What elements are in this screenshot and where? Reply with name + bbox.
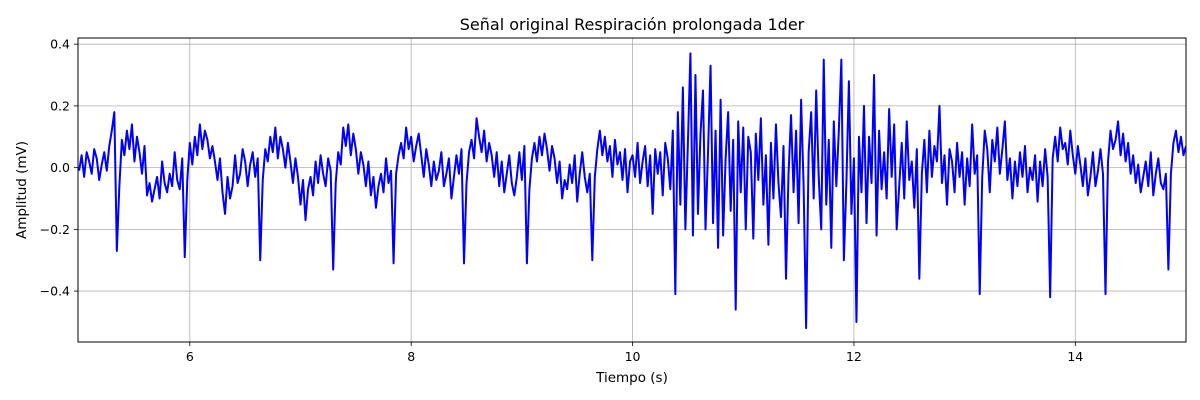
series-layer (78, 52, 1186, 330)
y-axis-label: Amplitud (mV) (14, 141, 30, 239)
grid (78, 38, 1186, 342)
series-line-0 (78, 52, 1186, 330)
x-tick-label: 10 (625, 349, 641, 364)
x-tick-label: 12 (846, 349, 862, 364)
y-tick-label: 0.4 (50, 37, 70, 52)
axis-ticks: 6 8 10 12 14 −0.4 −0.2 0.0 0.2 0.4 (40, 37, 1084, 364)
x-tick-label: 6 (186, 349, 194, 364)
x-tick-label: 8 (407, 349, 415, 364)
chart-title: Señal original Respiración prolongada 1d… (460, 15, 805, 34)
y-tick-label: 0.0 (50, 160, 70, 175)
x-axis-label: Tiempo (s) (595, 370, 668, 386)
x-tick-label: 14 (1067, 349, 1083, 364)
y-tick-label: 0.2 (50, 98, 70, 113)
plot-frame (77, 37, 1187, 343)
y-tick-label: −0.4 (40, 284, 70, 299)
y-tick-label: −0.2 (40, 222, 70, 237)
